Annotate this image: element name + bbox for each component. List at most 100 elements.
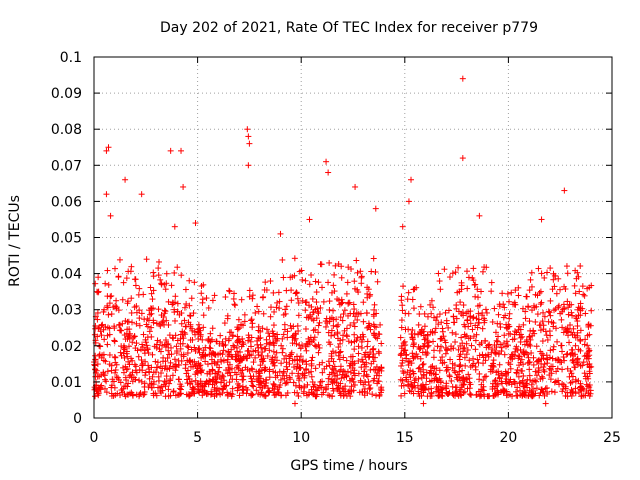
data-point-outlier: [245, 133, 252, 140]
data-point: [453, 305, 460, 312]
data-point: [566, 321, 573, 328]
y-tick-label: 0.05: [51, 231, 82, 247]
data-point: [328, 332, 335, 339]
data-point: [185, 392, 192, 399]
data-point: [443, 317, 450, 324]
data-point: [336, 301, 343, 308]
data-point: [269, 328, 276, 335]
data-point: [445, 307, 452, 314]
data-point: [199, 351, 206, 358]
data-point: [351, 278, 358, 285]
data-point: [409, 383, 416, 390]
data-point: [520, 348, 527, 355]
data-point: [353, 309, 360, 316]
data-point: [180, 335, 187, 342]
data-point: [213, 374, 220, 381]
data-point: [226, 329, 233, 336]
data-point: [535, 265, 542, 272]
data-point: [263, 379, 270, 386]
data-point: [148, 324, 155, 331]
data-point: [291, 389, 298, 396]
data-point: [501, 332, 508, 339]
data-point: [460, 376, 467, 383]
data-point: [204, 361, 211, 368]
data-point: [111, 338, 118, 345]
data-point: [531, 377, 538, 384]
data-point: [340, 354, 347, 361]
data-point: [286, 374, 293, 381]
data-point: [173, 343, 180, 350]
data-point: [280, 331, 287, 338]
data-point: [101, 336, 108, 343]
data-point: [581, 341, 588, 348]
data-point: [461, 354, 468, 361]
data-point: [152, 368, 159, 375]
data-point: [417, 385, 424, 392]
data-point: [295, 377, 302, 384]
data-point: [291, 272, 298, 279]
data-point: [297, 365, 304, 372]
data-point: [419, 349, 426, 356]
data-point: [578, 393, 585, 400]
data-point: [188, 389, 195, 396]
data-point: [132, 276, 139, 283]
data-point: [213, 391, 220, 398]
data-point: [103, 389, 110, 396]
data-point: [257, 328, 264, 335]
data-point: [163, 340, 170, 347]
data-point: [316, 344, 323, 351]
data-point: [143, 256, 150, 263]
data-point: [517, 346, 524, 353]
data-point: [249, 295, 256, 302]
data-point: [347, 310, 354, 317]
data-point: [237, 349, 244, 356]
data-point: [469, 362, 476, 369]
data-point: [547, 376, 554, 383]
data-point: [270, 348, 277, 355]
data-point: [276, 305, 283, 312]
data-point: [558, 316, 565, 323]
data-point: [506, 298, 513, 305]
data-point: [272, 369, 279, 376]
data-point: [498, 370, 505, 377]
data-point: [141, 391, 148, 398]
data-point: [355, 343, 362, 350]
data-point: [137, 390, 144, 397]
data-point: [315, 322, 322, 329]
data-point: [450, 345, 457, 352]
data-point: [124, 300, 131, 307]
data-point: [315, 349, 322, 356]
data-point: [335, 344, 342, 351]
data-point: [130, 334, 137, 341]
data-point: [575, 346, 582, 353]
data-point: [533, 343, 540, 350]
data-point: [570, 356, 577, 363]
data-point: [273, 357, 280, 364]
data-point: [123, 275, 130, 282]
data-point: [567, 379, 574, 386]
data-point: [321, 365, 328, 372]
data-point: [361, 368, 368, 375]
data-point: [265, 388, 272, 395]
data-point: [311, 342, 318, 349]
data-point: [367, 366, 374, 373]
data-point: [234, 384, 241, 391]
data-point: [355, 289, 362, 296]
data-point: [186, 302, 193, 309]
data-point: [376, 391, 383, 398]
data-point: [358, 364, 365, 371]
data-point: [567, 368, 574, 375]
y-tick-label: 0.04: [51, 267, 82, 283]
data-point: [271, 386, 278, 393]
data-point: [542, 385, 549, 392]
data-point: [92, 356, 99, 363]
data-point: [310, 317, 317, 324]
data-point: [546, 354, 553, 361]
data-point: [520, 391, 527, 398]
data-point-outlier: [325, 169, 332, 176]
data-point: [340, 392, 347, 399]
data-point: [533, 378, 540, 385]
data-point: [400, 382, 407, 389]
data-point: [453, 390, 460, 397]
data-point: [571, 364, 578, 371]
